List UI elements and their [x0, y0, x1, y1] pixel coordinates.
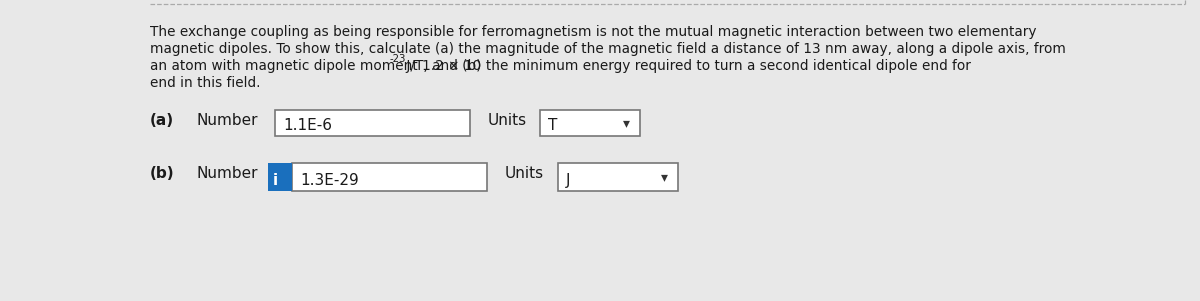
- Text: The exchange coupling as being responsible for ferromagnetism is not thе mutual : The exchange coupling as being responsib…: [150, 25, 1037, 39]
- Text: 1.3E-29: 1.3E-29: [300, 173, 359, 188]
- Bar: [292, 163, 487, 191]
- Text: 1.1E-6: 1.1E-6: [283, 118, 332, 133]
- Bar: [275, 110, 470, 136]
- Text: Number: Number: [196, 166, 258, 181]
- Text: Units: Units: [505, 166, 544, 181]
- Bar: [540, 110, 640, 136]
- Text: (b): (b): [150, 166, 175, 181]
- Text: end in this field.: end in this field.: [150, 76, 260, 90]
- Text: ▾: ▾: [660, 170, 667, 184]
- Text: (a): (a): [150, 113, 174, 128]
- Text: T: T: [548, 118, 557, 133]
- Text: -23: -23: [390, 54, 406, 64]
- Bar: [268, 163, 292, 191]
- Text: magnetic dipoles. To show this, calculate (a) the magnitude of the magnetic fiel: magnetic dipoles. To show this, calculat…: [150, 42, 1066, 56]
- Text: J/T, and (b) the minimum energy required to turn a second identical dipole end f: J/T, and (b) the minimum energy required…: [402, 59, 971, 73]
- Text: Units: Units: [488, 113, 527, 128]
- Text: Number: Number: [196, 113, 258, 128]
- Text: J: J: [566, 173, 570, 188]
- Bar: [558, 163, 678, 191]
- Text: ▾: ▾: [623, 116, 630, 130]
- Text: i: i: [274, 173, 278, 188]
- Text: an atom with magnetic dipole moment 1.2 × 10: an atom with magnetic dipole moment 1.2 …: [150, 59, 481, 73]
